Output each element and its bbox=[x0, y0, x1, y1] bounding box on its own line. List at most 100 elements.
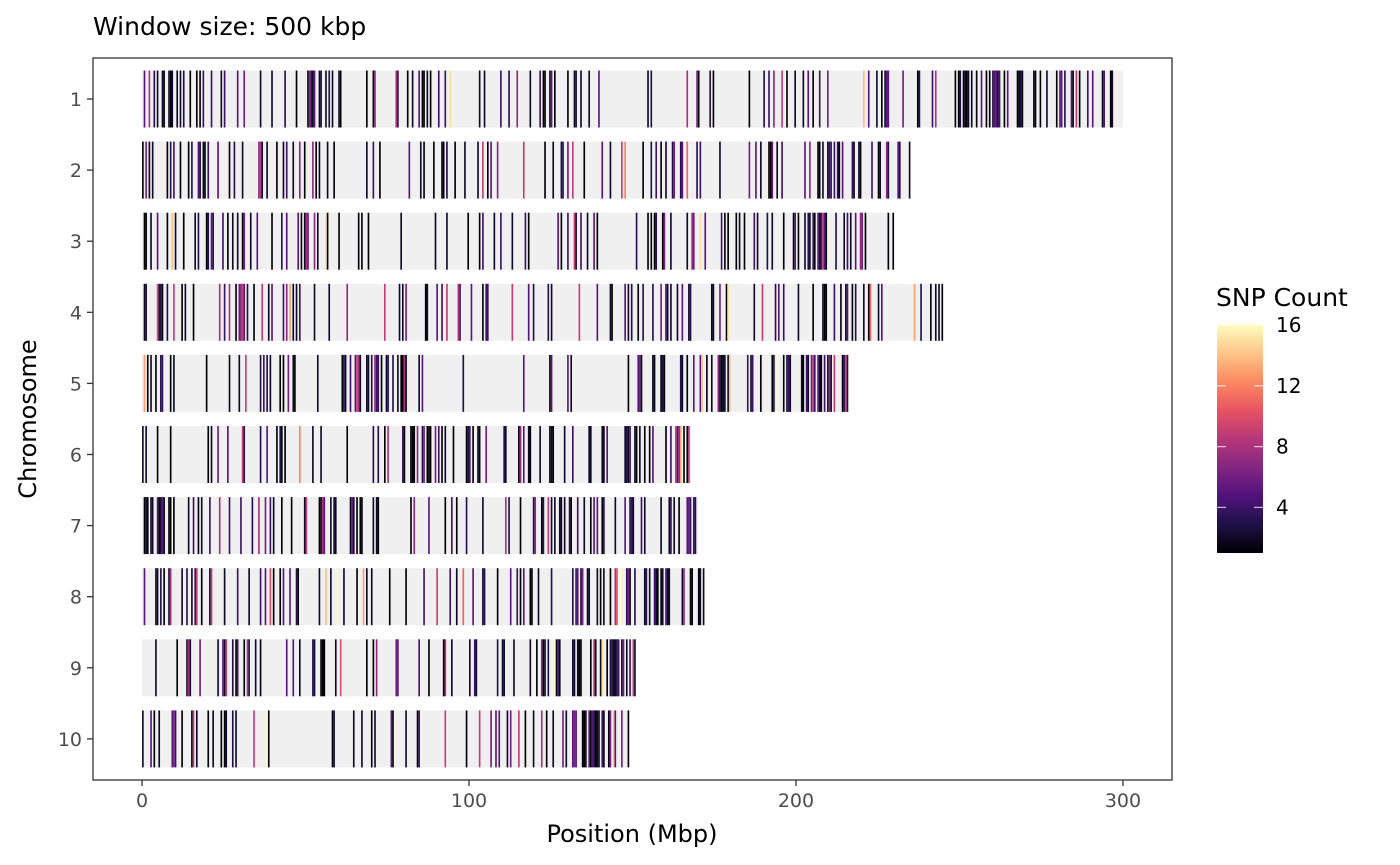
snp-window bbox=[308, 70, 311, 128]
snp-window bbox=[719, 354, 721, 412]
snp-window bbox=[634, 568, 636, 626]
snp-window bbox=[478, 710, 481, 768]
snp-window bbox=[285, 639, 288, 697]
snp-window bbox=[863, 70, 865, 128]
snp-window bbox=[418, 710, 420, 768]
snp-window bbox=[156, 283, 159, 341]
snp-window bbox=[429, 70, 432, 128]
snp-window bbox=[1034, 70, 1037, 128]
snp-window bbox=[988, 70, 991, 128]
snp-window bbox=[486, 283, 489, 341]
snp-window bbox=[776, 141, 779, 199]
snp-window bbox=[601, 141, 604, 199]
snp-window bbox=[916, 70, 919, 128]
snp-window bbox=[444, 497, 447, 555]
snp-window bbox=[755, 141, 757, 199]
snp-window bbox=[635, 426, 638, 483]
snp-window bbox=[259, 639, 262, 697]
snp-window bbox=[637, 354, 640, 412]
snp-window bbox=[550, 497, 553, 555]
snp-window bbox=[699, 212, 702, 270]
snp-window bbox=[343, 354, 345, 412]
snp-window bbox=[169, 70, 172, 128]
snp-window bbox=[192, 710, 195, 768]
snp-window bbox=[657, 568, 659, 626]
snp-window bbox=[1101, 70, 1104, 128]
snp-window bbox=[567, 354, 569, 412]
snp-window bbox=[621, 710, 623, 768]
snp-window bbox=[156, 212, 159, 270]
snp-window bbox=[173, 283, 175, 341]
plot-panel bbox=[142, 70, 1123, 768]
snp-window bbox=[843, 212, 846, 270]
snp-window bbox=[609, 639, 612, 697]
snp-window bbox=[204, 141, 206, 199]
snp-window bbox=[612, 710, 615, 768]
snp-window bbox=[661, 212, 664, 270]
snp-window bbox=[441, 426, 443, 483]
snp-window bbox=[655, 212, 658, 270]
snp-window bbox=[575, 710, 577, 768]
snp-window bbox=[665, 568, 667, 626]
snp-window bbox=[245, 354, 247, 412]
snp-window bbox=[892, 212, 895, 270]
snp-window bbox=[331, 70, 334, 128]
snp-window bbox=[336, 568, 339, 626]
snp-window bbox=[403, 426, 406, 483]
snp-window bbox=[665, 283, 667, 341]
snp-window bbox=[155, 354, 157, 412]
snp-window bbox=[549, 426, 551, 483]
snp-window bbox=[410, 426, 412, 483]
snp-window bbox=[248, 639, 250, 697]
snp-window bbox=[344, 354, 347, 412]
snp-window bbox=[312, 639, 314, 697]
snp-window bbox=[222, 639, 224, 697]
snp-window bbox=[403, 354, 406, 412]
snp-window bbox=[547, 639, 550, 697]
snp-window bbox=[161, 283, 164, 341]
snp-window bbox=[776, 354, 779, 412]
snp-window bbox=[223, 283, 226, 341]
snp-window bbox=[536, 639, 538, 697]
snp-window bbox=[228, 497, 231, 555]
snp-window bbox=[869, 283, 872, 341]
snp-window bbox=[318, 70, 321, 128]
snp-window bbox=[233, 141, 236, 199]
snp-window bbox=[457, 283, 460, 341]
snp-window bbox=[148, 141, 151, 199]
snp-window bbox=[333, 710, 335, 768]
snp-window bbox=[827, 354, 829, 412]
snp-window bbox=[827, 70, 829, 128]
snp-window bbox=[699, 568, 702, 626]
chromosome-track-8 bbox=[142, 568, 705, 626]
x-tick-label: 200 bbox=[778, 790, 814, 812]
snp-window bbox=[828, 141, 831, 199]
snp-window bbox=[161, 497, 164, 555]
snp-window bbox=[593, 639, 595, 697]
chromosome-track-2 bbox=[142, 141, 911, 199]
snp-window bbox=[441, 283, 443, 341]
snp-window bbox=[433, 141, 435, 199]
snp-window bbox=[284, 426, 286, 483]
snp-window bbox=[205, 212, 208, 270]
snp-window bbox=[298, 426, 301, 483]
snp-window bbox=[724, 212, 726, 270]
snp-window bbox=[516, 568, 519, 626]
snp-window bbox=[401, 354, 404, 412]
snp-window bbox=[573, 639, 576, 697]
snp-window bbox=[704, 212, 707, 270]
snp-window bbox=[231, 212, 234, 270]
snp-window bbox=[375, 639, 378, 697]
snp-window bbox=[629, 568, 631, 626]
snp-window bbox=[663, 354, 666, 412]
snp-window bbox=[437, 426, 440, 483]
snp-window bbox=[820, 212, 823, 270]
snp-window bbox=[142, 426, 144, 483]
chromosome-track-7 bbox=[142, 497, 698, 555]
snp-window bbox=[295, 568, 298, 626]
snp-window bbox=[156, 568, 159, 626]
snp-window bbox=[648, 568, 651, 626]
snp-window bbox=[627, 354, 630, 412]
snp-window bbox=[794, 212, 796, 270]
snp-window bbox=[279, 426, 282, 483]
